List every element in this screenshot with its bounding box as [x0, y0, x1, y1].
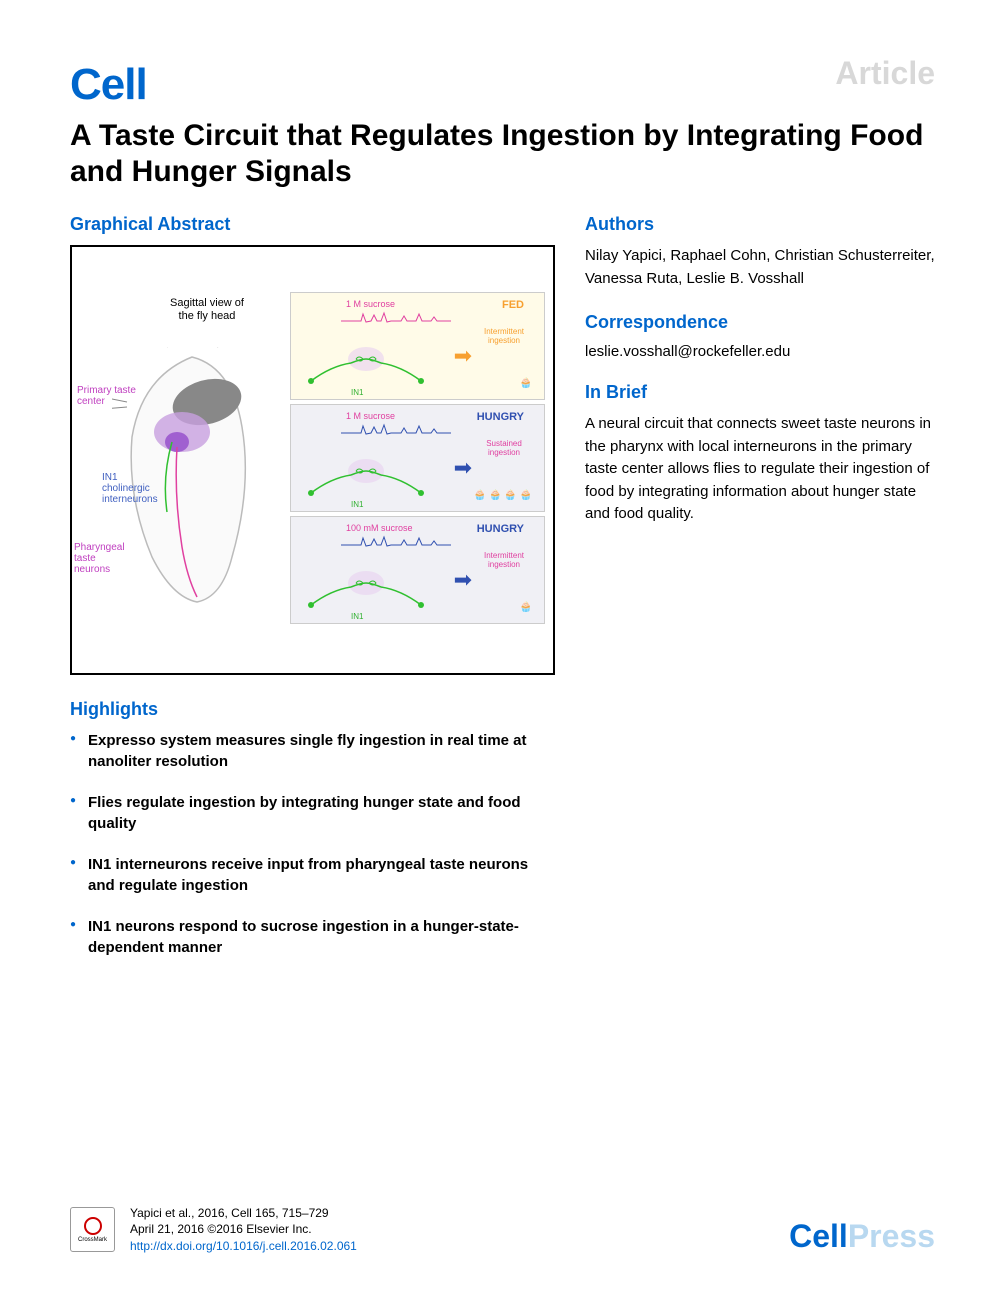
panel-2: 100 mM sucrose HUNGRY Intermittent inges…	[290, 516, 545, 624]
crossmark-label: CrossMark	[78, 1237, 107, 1243]
highlight-item: IN1 neurons respond to sucrose ingestion…	[70, 916, 555, 958]
panel-neuron-svg	[301, 341, 431, 391]
cellpress-logo: CellPress	[789, 1218, 935, 1255]
journal-logo: Cell	[70, 60, 935, 110]
footer-left: CrossMark Yapici et al., 2016, Cell 165,…	[70, 1205, 357, 1255]
panel-in1-label: IN1	[351, 612, 363, 621]
crossmark-icon	[84, 1217, 102, 1235]
in1-anatomy-label: IN1 cholinergic interneurons	[102, 472, 158, 505]
panel-arrow-icon: ➡	[454, 455, 472, 481]
highlight-item: IN1 interneurons receive input from phar…	[70, 854, 555, 896]
pharyngeal-label: Pharyngeal taste neurons	[74, 542, 125, 575]
panel-trace	[341, 311, 451, 325]
correspondence-email[interactable]: leslie.vosshall@rockefeller.edu	[585, 343, 935, 360]
citation-block: Yapici et al., 2016, Cell 165, 715–729 A…	[130, 1205, 357, 1255]
citation-line1: Yapici et al., 2016, Cell 165, 715–729	[130, 1205, 357, 1222]
panel-cups: 🧁 🧁 🧁 🧁	[474, 490, 532, 501]
panel-neuron-svg	[301, 453, 431, 503]
panel-trace	[341, 535, 451, 549]
crossmark-badge[interactable]: CrossMark	[70, 1207, 115, 1252]
authors-heading: Authors	[585, 214, 935, 235]
graphical-abstract-heading: Graphical Abstract	[70, 214, 555, 235]
article-title: A Taste Circuit that Regulates Ingestion…	[70, 118, 935, 190]
panel-ingest-label: Intermittent ingestion	[474, 551, 534, 569]
panel-ingest-label: Sustained ingestion	[474, 439, 534, 457]
panel-sucrose-label: 1 M sucrose	[346, 411, 395, 421]
footer: CrossMark Yapici et al., 2016, Cell 165,…	[70, 1205, 935, 1255]
correspondence-heading: Correspondence	[585, 312, 935, 333]
left-column: Graphical Abstract Sagittal view of the …	[70, 214, 555, 978]
authors-text: Nilay Yapici, Raphael Cohn, Christian Sc…	[585, 245, 935, 290]
highlight-item: Flies regulate ingestion by integrating …	[70, 792, 555, 834]
panel-in1-label: IN1	[351, 388, 363, 397]
doi-link[interactable]: http://dx.doi.org/10.1016/j.cell.2016.02…	[130, 1238, 357, 1255]
panel-trace	[341, 423, 451, 437]
panel-cups: 🧁	[520, 378, 532, 389]
panel-state: FED	[502, 299, 524, 311]
panel-1: 1 M sucrose HUNGRY Sustained ingestion ➡…	[290, 404, 545, 512]
content-row: Graphical Abstract Sagittal view of the …	[70, 214, 935, 978]
article-label: Article	[835, 55, 935, 92]
right-column: Authors Nilay Yapici, Raphael Cohn, Chri…	[585, 214, 935, 978]
cellpress-press: Press	[848, 1218, 935, 1254]
citation-line2: April 21, 2016 ©2016 Elsevier Inc.	[130, 1221, 357, 1238]
panel-state: HUNGRY	[477, 523, 524, 535]
panel-ingest-label: Intermittent ingestion	[474, 327, 534, 345]
in-brief-heading: In Brief	[585, 382, 935, 403]
panel-0: 1 M sucrose FED Intermittent ingestion ➡…	[290, 292, 545, 400]
panels-container: 1 M sucrose FED Intermittent ingestion ➡…	[290, 292, 545, 628]
panel-sucrose-label: 100 mM sucrose	[346, 523, 413, 533]
cellpress-cell: Cell	[789, 1218, 848, 1254]
panel-cups: 🧁	[520, 602, 532, 613]
primary-taste-label: Primary taste center	[77, 385, 136, 407]
highlights-list: Expresso system measures single fly inge…	[70, 730, 555, 958]
panel-arrow-icon: ➡	[454, 343, 472, 369]
panel-arrow-icon: ➡	[454, 567, 472, 593]
fly-head-diagram: Primary taste center IN1 cholinergic int…	[82, 287, 292, 627]
in-brief-text: A neural circuit that connects sweet tas…	[585, 413, 935, 526]
graphical-abstract-figure: Sagittal view of the fly head Primary ta…	[70, 245, 555, 675]
panel-in1-label: IN1	[351, 500, 363, 509]
panel-neuron-svg	[301, 565, 431, 615]
highlights-heading: Highlights	[70, 699, 555, 720]
panel-sucrose-label: 1 M sucrose	[346, 299, 395, 309]
highlight-item: Expresso system measures single fly inge…	[70, 730, 555, 772]
panel-state: HUNGRY	[477, 411, 524, 423]
